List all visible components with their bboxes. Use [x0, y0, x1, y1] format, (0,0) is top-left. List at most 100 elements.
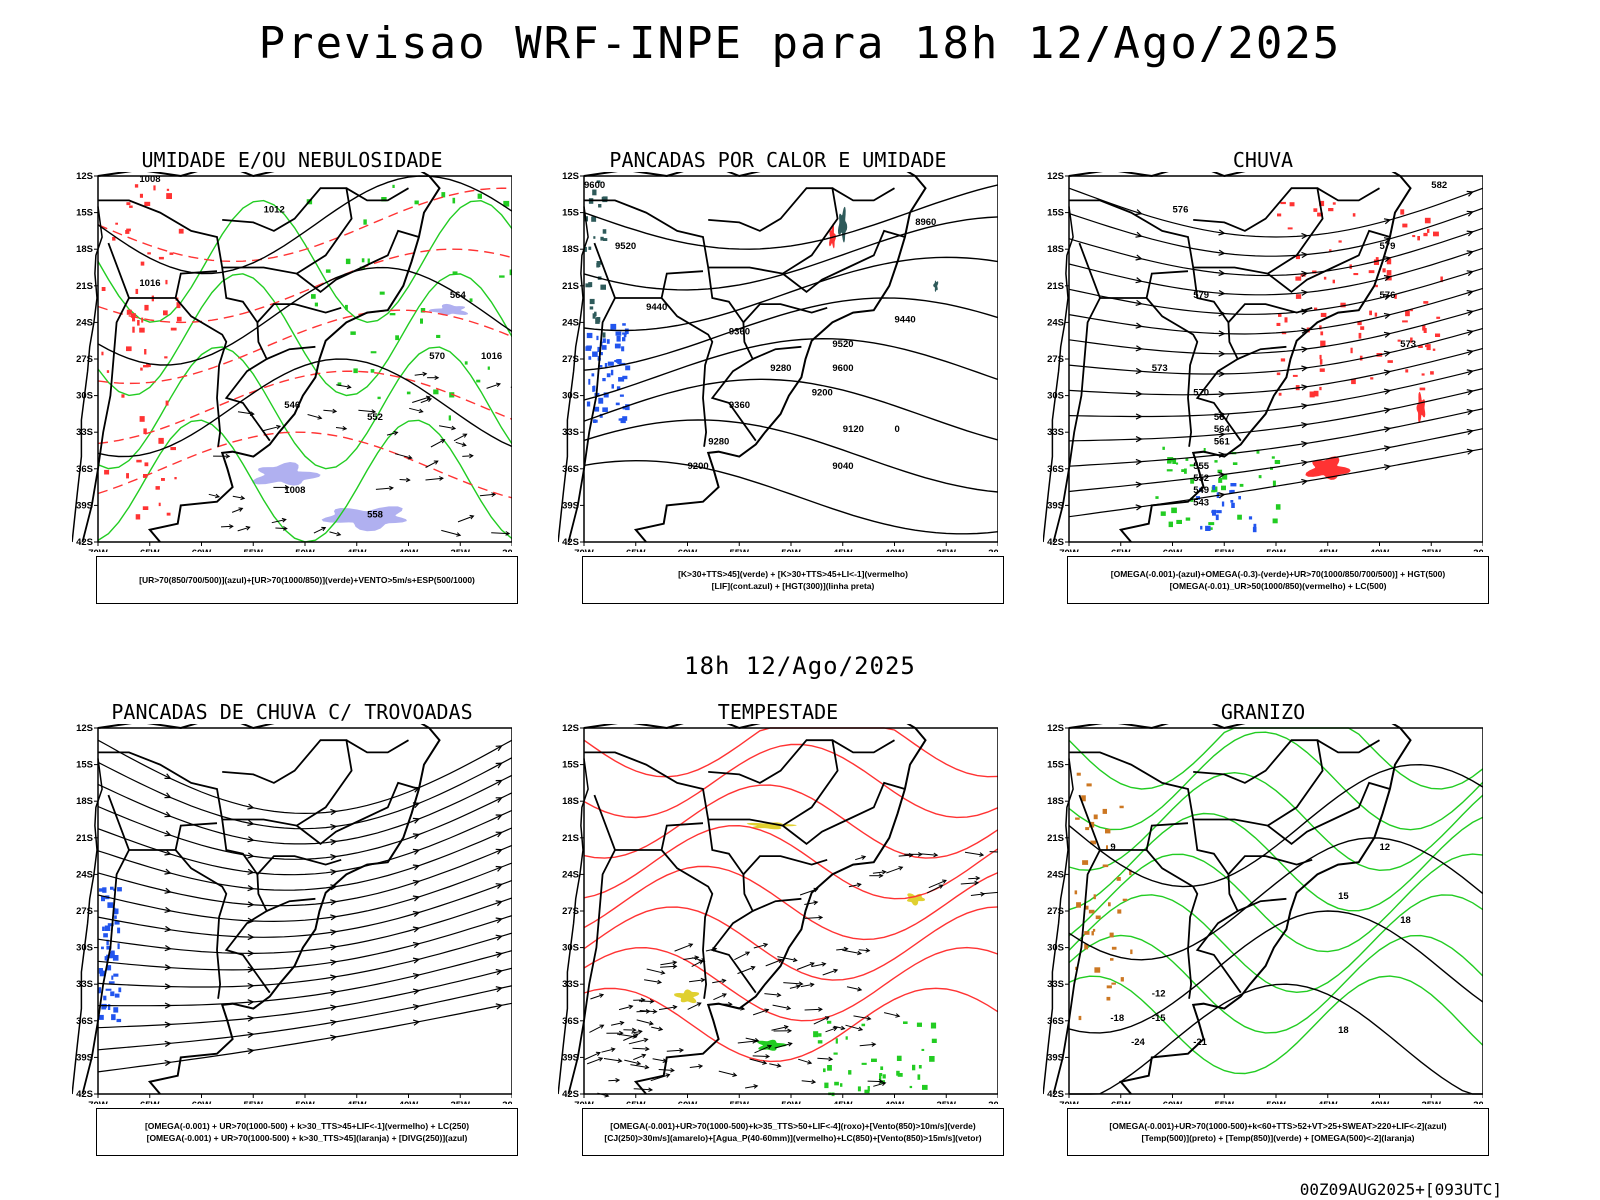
strong-wind-cell — [818, 1033, 822, 1037]
lat-tick-label: 21S — [1047, 833, 1064, 844]
lifted-index-contour — [599, 352, 603, 356]
country-border — [1193, 739, 1324, 827]
rain-speckle — [1319, 325, 1322, 330]
wind-vector-head — [767, 1044, 773, 1050]
streamline-arrow — [247, 999, 255, 1006]
wind-vector-head — [787, 1042, 793, 1047]
strong-wind-cell — [903, 1021, 908, 1024]
streamline-arrow — [330, 914, 338, 921]
wind-vector-head — [628, 1004, 634, 1010]
instability-cell — [592, 189, 597, 196]
divergence-cell — [111, 975, 114, 980]
wind-vector — [769, 1063, 781, 1067]
wind-vector-head — [700, 977, 706, 983]
divergence-cell — [106, 965, 112, 971]
wind-vector — [846, 986, 862, 991]
wind-vector — [777, 956, 797, 961]
instability-cell — [596, 180, 601, 183]
streamline-arrow — [412, 910, 421, 917]
humidity-upper-area — [428, 303, 468, 316]
legend-chuva: [OMEGA(-0.001)-(azul)+OMEGA(-0.3)-(verde… — [1067, 556, 1489, 604]
lat-tick-label: 36S — [1047, 1016, 1064, 1027]
lifted-index-contour — [611, 384, 614, 389]
lifted-index-contour — [602, 338, 606, 343]
rain-speckle — [1332, 279, 1335, 284]
wind-vector — [650, 1074, 670, 1082]
omega-area — [1274, 460, 1281, 464]
divergence-cell — [104, 925, 111, 931]
contour-label: 558 — [367, 510, 383, 521]
omega500-cell — [1095, 915, 1101, 920]
wind-vector-head — [688, 943, 694, 948]
streamline-arrow — [412, 848, 421, 855]
streamline-arrow — [1466, 389, 1474, 396]
wind-vector — [455, 441, 466, 446]
omega-area — [1210, 527, 1213, 530]
humidity-low-cell — [420, 318, 423, 324]
contour-label: -12 — [1152, 988, 1166, 999]
height-contour — [583, 256, 998, 332]
rain-speckle — [1382, 268, 1386, 273]
streamline-arrow — [247, 1031, 255, 1039]
lon-tick-label: 65W — [626, 548, 646, 552]
streamline-arrow — [1383, 369, 1392, 376]
country-border — [752, 345, 802, 360]
wind-vector-head — [898, 866, 904, 871]
humidity-low-cell — [487, 366, 490, 370]
contour-label: 564 — [1214, 424, 1231, 435]
lon-tick-label: 55W — [729, 548, 749, 552]
thickness-speckle — [140, 261, 145, 266]
lat-tick-label: 24S — [1047, 317, 1064, 328]
streamline-arrow — [1218, 229, 1226, 236]
contour-label: 18 — [1400, 915, 1411, 926]
humidity-low-cell — [441, 192, 446, 198]
lat-tick-label: 30S — [76, 391, 93, 402]
lat-tick-label: 12S — [76, 724, 93, 734]
divergence-cell — [114, 915, 117, 919]
streamline — [1068, 247, 1483, 296]
lon-tick-label: 45W — [1318, 1100, 1338, 1104]
wind-vector-head — [752, 1039, 758, 1044]
omega500-cell — [1093, 894, 1096, 900]
streamline-arrow — [1301, 440, 1309, 448]
lon-tick-label: 45W — [347, 1100, 367, 1104]
wind-vector — [752, 1055, 770, 1057]
country-border — [742, 303, 828, 324]
wind-vector — [804, 901, 818, 905]
omega-area — [1232, 462, 1238, 465]
lat-tick-label: 18S — [1047, 796, 1064, 807]
wind-vector — [462, 455, 473, 457]
rain-speckle — [1360, 326, 1365, 330]
wind-vector-head — [615, 1077, 621, 1083]
wind-vector-head — [214, 493, 221, 499]
pacific-coastline — [558, 758, 589, 1095]
wind-vector — [660, 965, 677, 968]
wind-vector-head — [833, 968, 839, 974]
contour-label: 576 — [1173, 205, 1189, 216]
wind-vector — [394, 453, 412, 459]
omega-area — [1272, 518, 1278, 524]
lat-tick-label: 12S — [562, 724, 579, 734]
contour-label: 1016 — [139, 278, 160, 289]
wind-vector-head — [753, 1084, 759, 1089]
streamline-arrow — [1466, 369, 1474, 376]
streamline-arrow — [495, 745, 503, 752]
streamline — [97, 879, 512, 938]
jet-stream-area — [674, 989, 700, 1004]
rain-speckle — [1423, 328, 1427, 333]
wind-vector-head — [317, 415, 323, 420]
temp500-contour — [1068, 763, 1483, 888]
streamline-arrow — [495, 797, 503, 803]
lat-tick-label: 42S — [562, 1089, 579, 1100]
lifted-index-contour — [608, 362, 614, 366]
lifted-index-contour — [622, 337, 626, 342]
coastline — [1068, 172, 1412, 543]
thickness-speckle — [170, 447, 176, 451]
omega-area — [1272, 480, 1276, 487]
lifted-index-contour — [622, 323, 626, 326]
streamline-arrow — [330, 853, 338, 861]
divergence-cell — [111, 1014, 116, 1021]
lat-tick-label: 36S — [562, 464, 579, 475]
lat-tick-label: 21S — [76, 281, 93, 292]
